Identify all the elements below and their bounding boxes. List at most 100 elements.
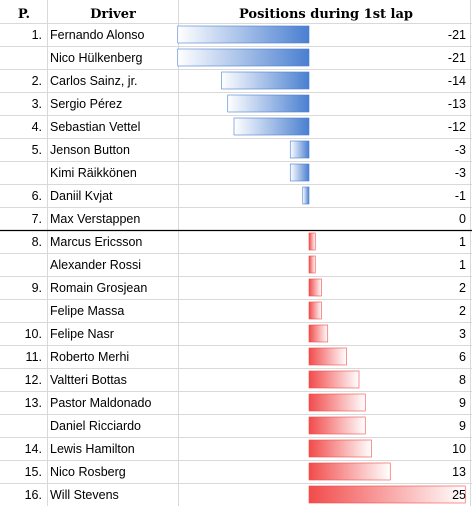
value-label: -14 — [448, 74, 466, 88]
bar — [308, 232, 316, 251]
table-row: 16. Will Stevens 25 — [25, 485, 466, 504]
bar — [227, 94, 310, 113]
value-label: 13 — [452, 465, 466, 479]
bar — [308, 393, 366, 412]
position-label: 3. — [32, 97, 42, 111]
driver-name: Sebastian Vettel — [50, 120, 140, 134]
table-row: 4. Sebastian Vettel -12 — [32, 117, 466, 136]
bar — [308, 439, 372, 458]
position-label: 9. — [32, 281, 42, 295]
driver-name: Max Verstappen — [50, 212, 140, 226]
header-chart: Positions during 1st lap — [239, 7, 413, 22]
position-label: 7. — [32, 212, 42, 226]
value-label: 1 — [459, 258, 466, 272]
header-position: P. — [18, 7, 30, 22]
value-label: 1 — [459, 235, 466, 249]
table-row: 3. Sergio Pérez -13 — [32, 94, 466, 113]
table-row: 6. Daniil Kvjat -1 — [32, 186, 466, 205]
value-label: -1 — [455, 189, 466, 203]
driver-name: Lewis Hamilton — [50, 442, 135, 456]
driver-name: Daniel Ricciardo — [50, 419, 141, 433]
driver-name: Felipe Nasr — [50, 327, 114, 341]
driver-name: Pastor Maldonado — [50, 396, 152, 410]
position-label: 12. — [25, 373, 42, 387]
value-label: 0 — [459, 212, 466, 226]
driver-name: Sergio Pérez — [50, 97, 122, 111]
bar — [177, 48, 310, 67]
data-rows: 1. Fernando Alonso -21 Nico Hülkenberg -21 2.… — [25, 25, 466, 504]
position-label: 8. — [32, 235, 42, 249]
position-label: 4. — [32, 120, 42, 134]
driver-name: Romain Grosjean — [50, 281, 147, 295]
position-label: 5. — [32, 143, 42, 157]
table-row: Felipe Massa 2 — [50, 301, 466, 320]
driver-name: Alexander Rossi — [50, 258, 141, 272]
bar — [308, 462, 391, 481]
bar — [308, 347, 347, 366]
bar — [302, 186, 310, 205]
driver-name: Nico Hülkenberg — [50, 51, 142, 65]
position-label: 6. — [32, 189, 42, 203]
driver-name: Roberto Merhi — [50, 350, 129, 364]
value-label: 25 — [452, 488, 466, 502]
value-label: -21 — [448, 51, 466, 65]
bar — [233, 117, 310, 136]
table-row: 12. Valtteri Bottas 8 — [25, 370, 466, 389]
bar — [308, 278, 322, 297]
value-label: 2 — [459, 281, 466, 295]
table-row: 9. Romain Grosjean 2 — [32, 278, 466, 297]
bar — [289, 140, 310, 159]
position-label: 2. — [32, 74, 42, 88]
header-driver: Driver — [90, 7, 136, 22]
driver-name: Marcus Ericsson — [50, 235, 142, 249]
bar — [308, 485, 466, 504]
position-label: 16. — [25, 488, 42, 502]
bar — [289, 163, 310, 182]
bar — [308, 255, 316, 274]
driver-name: Daniil Kvjat — [50, 189, 113, 203]
value-label: 9 — [459, 396, 466, 410]
driver-name: Kimi Räikkönen — [50, 166, 137, 180]
position-label: 10. — [25, 327, 42, 341]
table-row: 7. Max Verstappen 0 — [32, 212, 466, 226]
table-row: Nico Hülkenberg -21 — [50, 48, 466, 67]
value-label: 8 — [459, 373, 466, 387]
value-label: -21 — [448, 28, 466, 42]
table-row: 5. Jenson Button -3 — [32, 140, 466, 159]
value-label: -13 — [448, 97, 466, 111]
table-row: 13. Pastor Maldonado 9 — [25, 393, 466, 412]
position-label: 1. — [32, 28, 42, 42]
driver-name: Carlos Sainz, jr. — [50, 74, 138, 88]
value-label: 9 — [459, 419, 466, 433]
position-label: 11. — [26, 350, 42, 364]
bar — [221, 71, 310, 90]
header-row: P. Driver Positions during 1st lap — [18, 7, 413, 22]
table-row: Kimi Räikkönen -3 — [50, 163, 466, 182]
table-row: 14. Lewis Hamilton 10 — [25, 439, 466, 458]
value-label: -3 — [455, 166, 466, 180]
bar — [308, 370, 360, 389]
driver-name: Valtteri Bottas — [50, 373, 127, 387]
table-row: 8. Marcus Ericsson 1 — [32, 232, 466, 251]
position-label: 13. — [25, 396, 42, 410]
driver-name: Jenson Button — [50, 143, 130, 157]
bar — [308, 416, 366, 435]
table-row: Daniel Ricciardo 9 — [50, 416, 466, 435]
position-label: 15. — [25, 465, 42, 479]
position-label: 14. — [25, 442, 42, 456]
bar — [308, 301, 322, 320]
bar — [308, 324, 329, 343]
value-label: -12 — [448, 120, 466, 134]
value-label: 2 — [459, 304, 466, 318]
driver-name: Fernando Alonso — [50, 28, 145, 42]
table-row: 15. Nico Rosberg 13 — [25, 462, 466, 481]
table-row: Alexander Rossi 1 — [50, 255, 466, 274]
value-label: 10 — [452, 442, 466, 456]
table-row: 2. Carlos Sainz, jr. -14 — [32, 71, 466, 90]
table-row: 11. Roberto Merhi 6 — [26, 347, 466, 366]
driver-name: Will Stevens — [50, 488, 119, 502]
value-label: 6 — [459, 350, 466, 364]
